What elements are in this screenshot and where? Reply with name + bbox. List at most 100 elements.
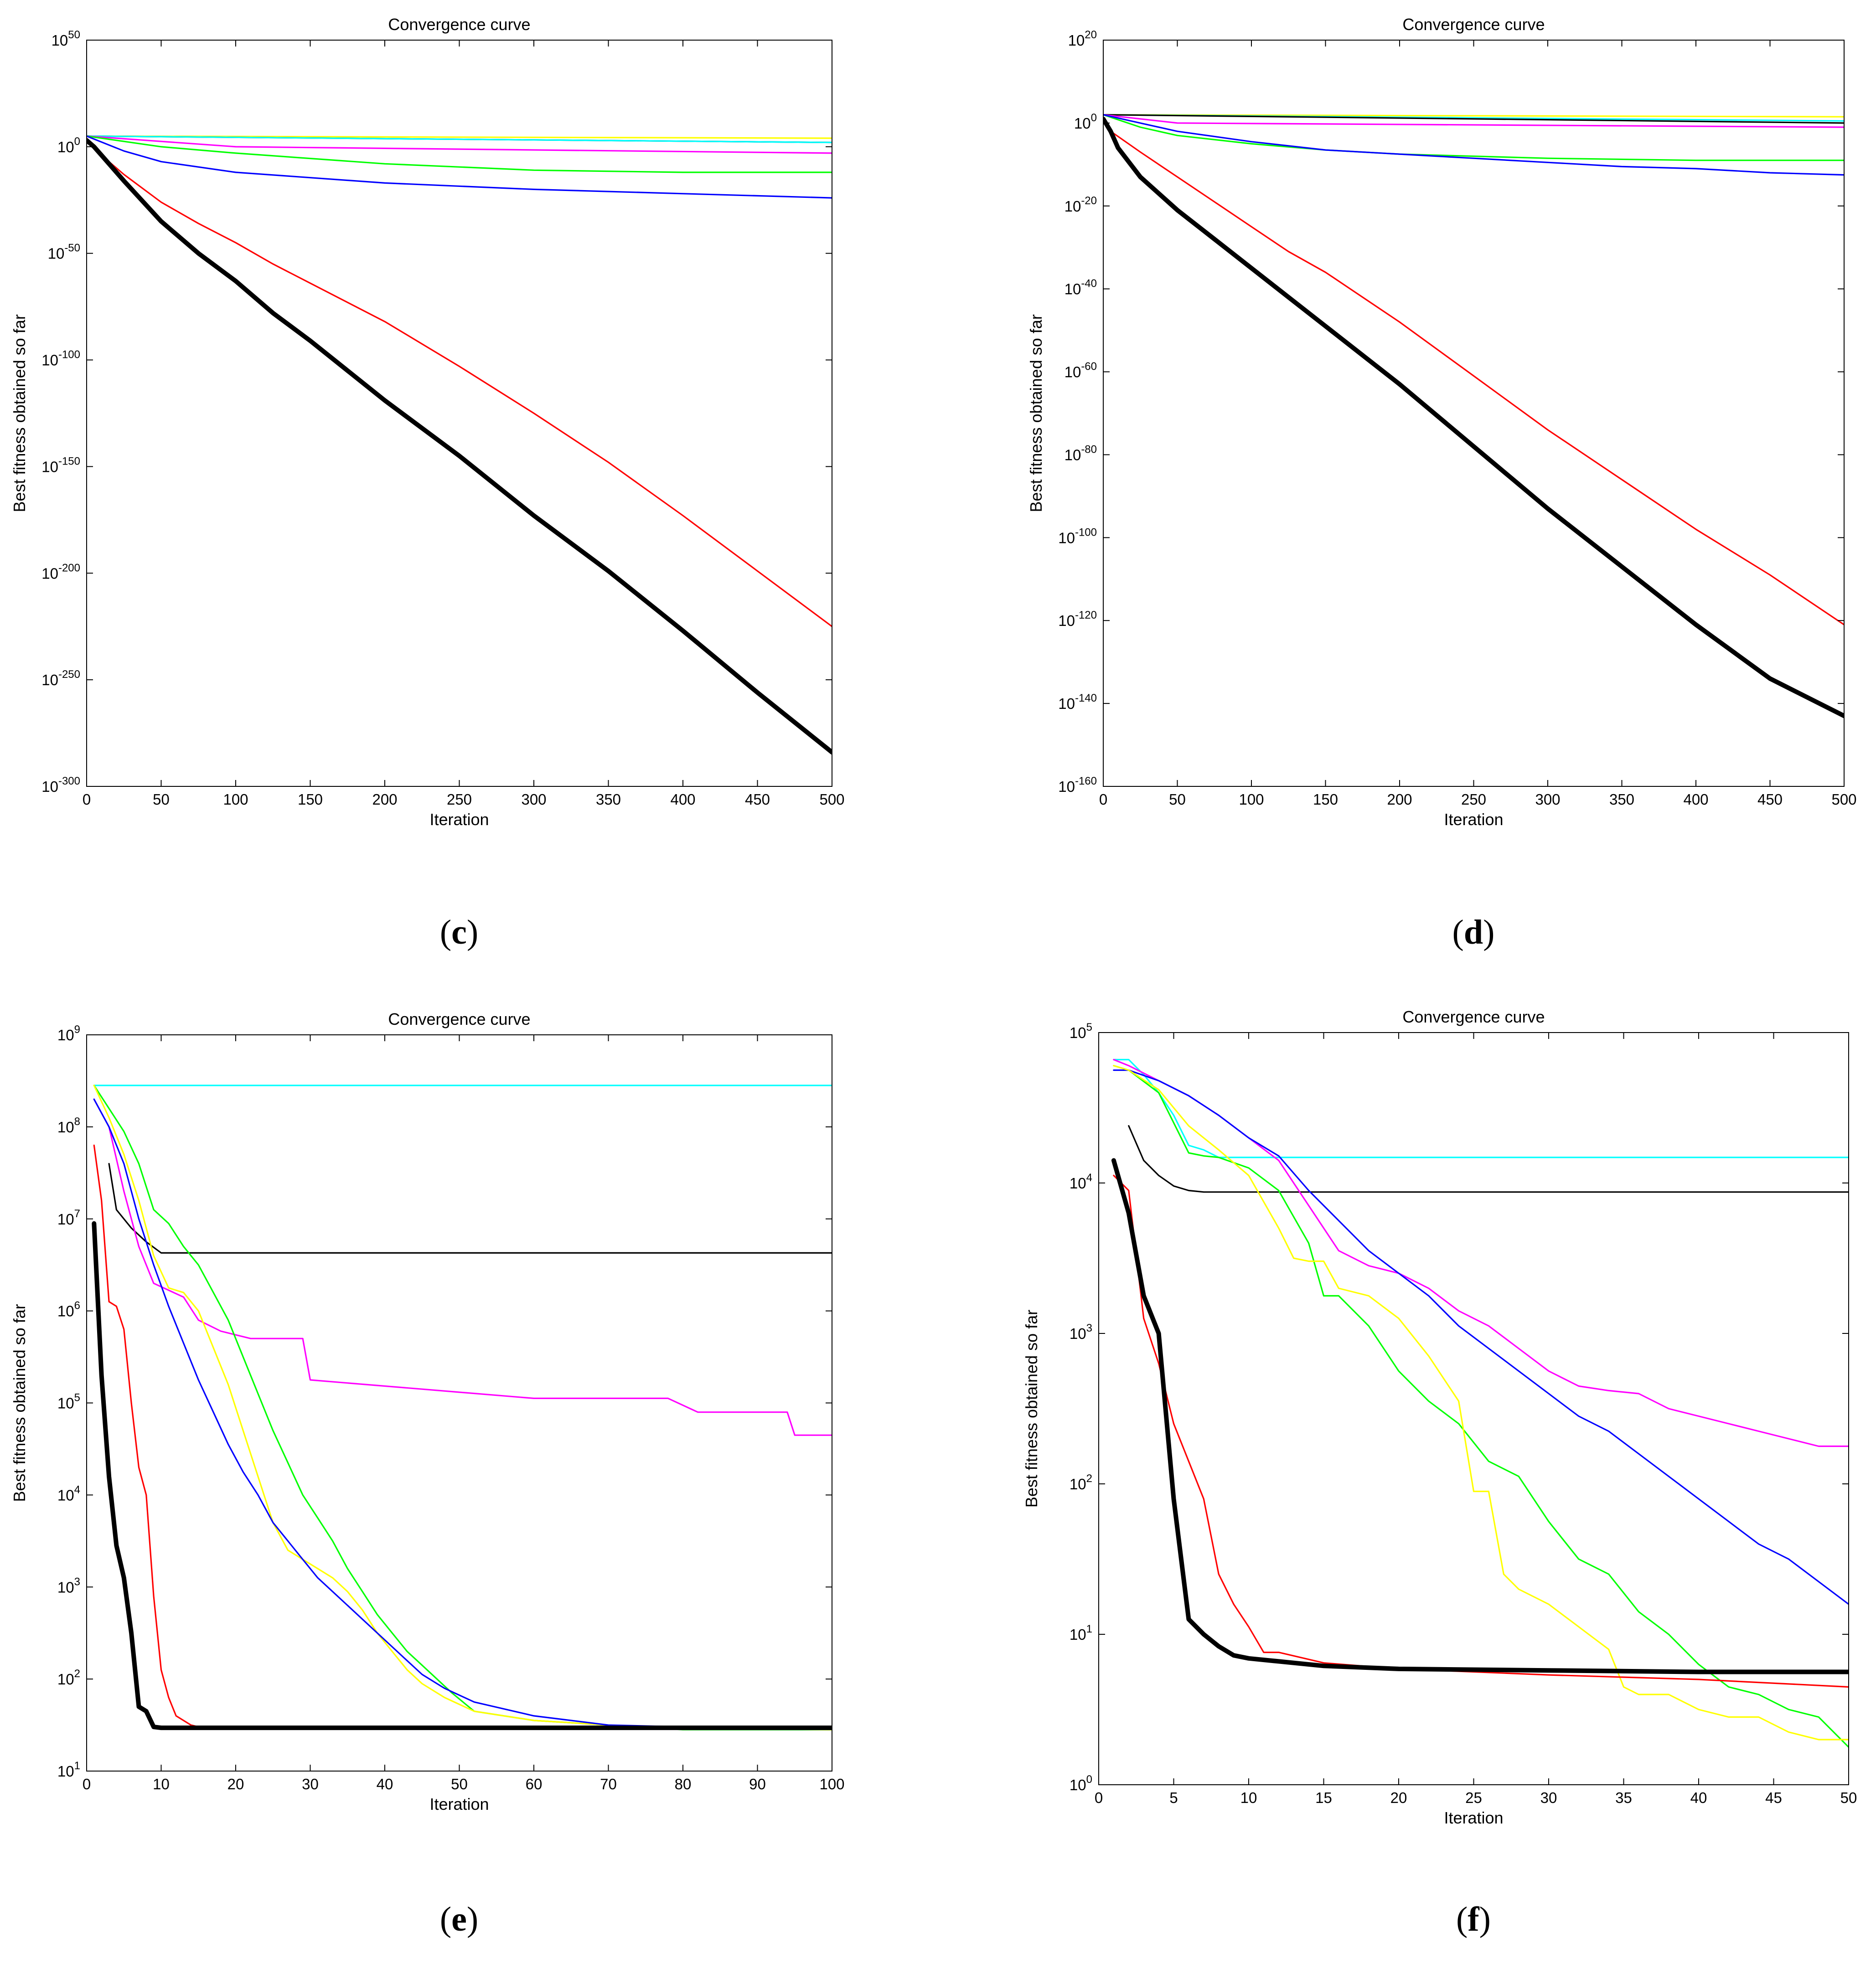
x-tick-label: 350	[1609, 791, 1634, 808]
series-group	[1111, 1059, 1849, 1748]
series-line-5	[93, 1085, 832, 1730]
y-tick-label: 105	[57, 1392, 80, 1412]
series-line-3	[87, 135, 832, 144]
x-tick-label: 50	[1169, 791, 1186, 808]
series-line-2	[1128, 1125, 1849, 1193]
y-tick-exponent: 2	[1086, 1472, 1092, 1485]
x-tick-label: 0	[1095, 1789, 1103, 1806]
caption-open: (	[1456, 1900, 1468, 1938]
x-axis-label: Iteration	[429, 1795, 489, 1813]
y-tick-exponent: -50	[64, 242, 80, 254]
x-tick-label: 30	[1540, 1789, 1557, 1806]
y-tick-exponent: 5	[74, 1392, 80, 1404]
y-tick-exponent: -140	[1075, 692, 1097, 704]
y-tick-exponent: -100	[1075, 526, 1097, 538]
y-axis-label: Best fitness obtained so far	[1022, 1310, 1041, 1508]
series-line-6	[93, 1098, 832, 1729]
y-tick-label: 100	[1070, 1773, 1092, 1793]
x-tick-label: 35	[1615, 1789, 1632, 1806]
series-line-5	[87, 135, 832, 173]
y-tick-label: 102	[1070, 1472, 1092, 1493]
chart-title: Convergence curve	[1402, 15, 1545, 34]
y-tick-label: 10-100	[1058, 526, 1097, 546]
y-tick-exponent: 0	[1086, 1773, 1092, 1786]
series-group	[87, 135, 832, 755]
panel-caption: (e)	[440, 1900, 478, 1938]
y-tick-label: 10-200	[41, 562, 80, 582]
x-tick-label: 450	[745, 791, 770, 808]
y-tick-exponent: 2	[74, 1668, 80, 1680]
series-line-6	[1103, 114, 1844, 176]
y-tick-label: 107	[57, 1208, 80, 1228]
y-tick-label: 105	[1070, 1021, 1092, 1041]
x-tick-label: 150	[298, 791, 323, 808]
x-tick-label: 250	[1461, 791, 1486, 808]
y-tick-exponent: 7	[74, 1208, 80, 1220]
x-tick-label: 60	[526, 1776, 543, 1792]
y-tick-label: 10-80	[1065, 443, 1097, 463]
x-axis-label: Iteration	[1444, 810, 1503, 829]
y-tick-label: 108	[57, 1116, 80, 1136]
x-tick-label: 200	[372, 791, 397, 808]
y-tick-exponent: 0	[74, 135, 80, 148]
panel-caption: (f)	[1456, 1900, 1491, 1938]
x-tick-label: 40	[377, 1776, 393, 1792]
caption-close: )	[467, 913, 478, 951]
x-tick-label: 40	[1690, 1789, 1707, 1806]
x-tick-label: 300	[521, 791, 546, 808]
chart-title: Convergence curve	[1402, 1007, 1545, 1026]
y-tick-exponent: 6	[74, 1300, 80, 1312]
series-group	[1103, 114, 1844, 718]
y-tick-label: 10-20	[1065, 195, 1097, 215]
x-tick-label: 300	[1535, 791, 1560, 808]
y-tick-exponent: -300	[58, 775, 80, 787]
series-line-4	[1113, 1069, 1849, 1605]
y-tick-exponent: -80	[1081, 443, 1097, 455]
y-tick-label: 104	[1070, 1172, 1092, 1192]
y-tick-label: 103	[1070, 1322, 1092, 1342]
y-axis-label: Best fitness obtained so far	[1027, 314, 1045, 512]
series-line-7	[93, 1144, 832, 1730]
y-tick-exponent: 9	[74, 1023, 80, 1036]
y-tick-exponent: 5	[1086, 1021, 1092, 1033]
y-tick-label: 10-250	[41, 668, 80, 688]
series-line-3	[1103, 114, 1844, 124]
series-group	[92, 1085, 832, 1730]
y-tick-exponent: -150	[58, 455, 80, 467]
panel-e: Convergence curve 0 10 20 30 40 50 60 70 80 90 100 1…	[10, 1010, 845, 1938]
x-tick-label: 90	[749, 1776, 766, 1792]
y-tick-exponent: 4	[1086, 1172, 1092, 1184]
y-tick-label: 10-300	[41, 775, 80, 795]
x-tick-label: 500	[1831, 791, 1856, 808]
series-line-7	[1103, 118, 1844, 625]
y-tick-exponent: 20	[1085, 29, 1097, 41]
x-tick-label: 500	[819, 791, 844, 808]
series-line-5	[1113, 1065, 1849, 1748]
x-tick-label: 350	[596, 791, 621, 808]
x-tick-label: 0	[83, 1776, 91, 1792]
y-tick-exponent: 3	[74, 1575, 80, 1588]
y-tick-exponent: 8	[74, 1116, 80, 1128]
y-tick-exponent: -120	[1075, 609, 1097, 621]
series-line-8	[1111, 1158, 1849, 1674]
caption-letter: c	[451, 913, 467, 951]
x-axis-label: Iteration	[429, 810, 489, 829]
y-tick-label: 100	[1074, 112, 1097, 132]
y-tick-exponent: -160	[1075, 775, 1097, 787]
caption-open: (	[1452, 913, 1464, 951]
series-line-7	[1113, 1174, 1849, 1688]
x-tick-label: 45	[1765, 1789, 1782, 1806]
caption-letter: e	[451, 1900, 467, 1938]
x-tick-label: 0	[83, 791, 91, 808]
x-tick-label: 50	[451, 1776, 468, 1792]
caption-letter: d	[1464, 913, 1483, 951]
y-tick-label: 10-140	[1058, 692, 1097, 712]
series-line-2	[108, 1163, 832, 1254]
y-tick-label: 104	[57, 1483, 80, 1503]
y-tick-exponent: 4	[74, 1483, 80, 1496]
series-line-4	[93, 1085, 832, 1730]
y-axis-label: Best fitness obtained so far	[10, 1304, 29, 1502]
chart-title: Convergence curve	[388, 15, 530, 34]
plot-frame	[86, 1034, 832, 1772]
series-line-4	[87, 135, 832, 154]
